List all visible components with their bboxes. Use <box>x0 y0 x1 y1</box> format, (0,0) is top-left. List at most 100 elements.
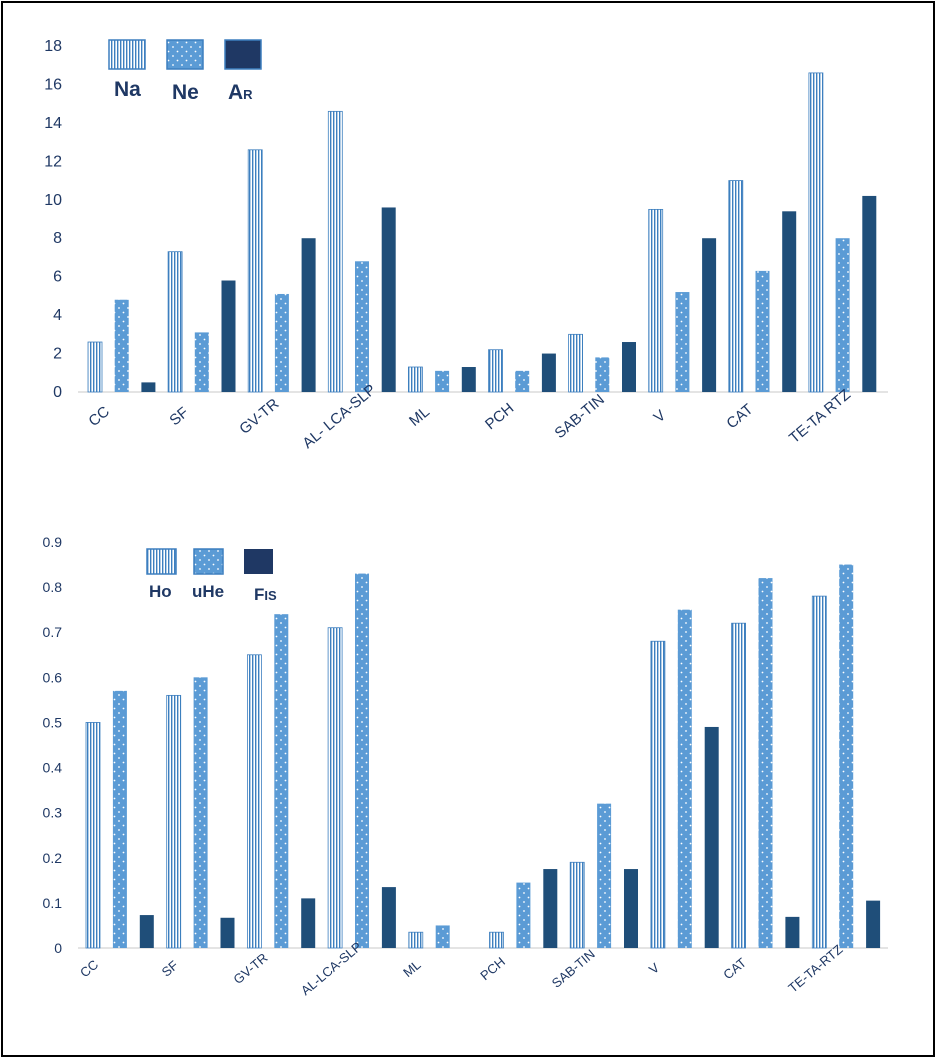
bar-ne-pch <box>515 370 530 392</box>
bars <box>85 564 881 949</box>
y-tick-label: 0.1 <box>43 895 63 911</box>
legend: Ho uHe FIS <box>146 548 277 604</box>
bar-uhe-sab-tin <box>597 803 612 948</box>
x-tick-label-sab-tin: SAB-TIN <box>549 946 598 990</box>
bar-na-sf <box>167 251 183 393</box>
y-tick-label: 0.5 <box>43 714 63 730</box>
legend-label-ar: AR <box>228 81 253 104</box>
legend-label-na: Na <box>114 78 141 101</box>
legend: Na Ne AR <box>108 39 262 104</box>
legend-swatch-fis <box>244 549 273 574</box>
legend-swatch-uhe <box>193 548 224 575</box>
y-tick-label: 0.4 <box>43 760 63 776</box>
bar-fis-al-lca-slp <box>381 887 396 948</box>
bars <box>87 72 877 393</box>
bar-ho-sab-tin <box>569 861 585 949</box>
bar-ho-v <box>650 640 666 949</box>
y-tick-label: 0.2 <box>43 850 63 866</box>
bar-ho-ml <box>408 931 424 949</box>
bar-uhe-ml <box>435 925 450 948</box>
bar-ho-sf <box>166 694 182 949</box>
bar-na-te-ta-rtz <box>808 72 824 393</box>
bar-na-v <box>648 208 664 393</box>
bar-ho-gv-tr <box>246 654 262 949</box>
bar-uhe-pch <box>516 882 531 948</box>
bar-ne-sab-tin <box>595 357 610 392</box>
x-tick-label-te-ta-rtz: TE-TA-RTZ <box>785 942 845 996</box>
bar-na-cc <box>87 341 103 393</box>
x-tick-label-v: V <box>646 960 663 977</box>
bar-na-gv-tr <box>247 149 263 393</box>
y-tick-label: 16 <box>44 76 62 93</box>
bar-uhe-sf <box>193 677 208 948</box>
legend-swatch-ar <box>224 39 262 70</box>
legend-label-ar-sub: R <box>243 87 253 102</box>
x-tick-label-cc: CC <box>77 957 101 981</box>
bar-fis-sab-tin <box>624 869 638 948</box>
legend-swatch-ho <box>146 548 177 575</box>
y-tick-label: 0.9 <box>43 534 63 550</box>
legend-label-ho: Ho <box>149 582 172 601</box>
bar-fis-v <box>704 726 719 948</box>
y-tick-label: 0 <box>53 384 62 401</box>
legend-swatch-ne <box>166 39 204 70</box>
bar-ar-v <box>702 238 717 392</box>
bar-ar-pch <box>541 353 556 392</box>
y-tick-label: 6 <box>53 269 62 286</box>
bar-fis-pch <box>543 869 558 948</box>
bar-ho-pch <box>489 931 504 949</box>
y-tick-label: 12 <box>44 153 62 170</box>
bar-ne-gv-tr <box>274 293 289 392</box>
bar-ar-te-ta-rtz <box>862 195 877 392</box>
bar-na-cat <box>728 180 744 393</box>
x-tick-label-gv-tr: GV-TR <box>230 950 270 987</box>
bar-ho-cat <box>731 622 746 949</box>
y-tick-label: 10 <box>44 192 62 209</box>
bar-ar-sf <box>221 280 236 392</box>
legend-label-uhe: uHe <box>192 582 224 601</box>
legend-swatch-na <box>108 39 146 70</box>
bar-fis-sf <box>220 917 235 948</box>
y-tick-label: 0.8 <box>43 579 63 595</box>
bar-ho-al-lca-slp <box>327 627 343 949</box>
bar-ar-ml <box>461 367 476 392</box>
x-tick-label-cat: CAT <box>720 955 749 983</box>
bar-na-pch <box>488 349 503 393</box>
legend-label-fis: FIS <box>254 585 277 604</box>
y-tick-label: 0.6 <box>43 669 63 685</box>
bar-fis-te-ta-rtz <box>866 900 881 948</box>
bar-ar-al-lca-slp <box>381 207 396 392</box>
legend-label-fis-sub: IS <box>264 588 277 603</box>
bar-ne-cc <box>114 299 129 392</box>
bar-uhe-al-lca-slp <box>355 573 369 948</box>
bar-ho-cc <box>85 722 101 949</box>
bar-uhe-v <box>677 609 692 948</box>
bar-fis-cat <box>785 916 800 948</box>
bar-ar-gv-tr <box>301 238 316 392</box>
bar-uhe-cat <box>758 578 773 948</box>
bar-fis-cc <box>139 915 154 948</box>
y-tick-label: 2 <box>53 346 62 363</box>
bar-ne-sf <box>194 332 209 392</box>
bar-uhe-te-ta-rtz <box>839 564 854 948</box>
ho-uhe-fis-bar-chart: 00.10.20.30.40.50.60.70.80.9 CC SF GV-TR AL… <box>43 534 888 998</box>
x-tick-label-cat: CAT <box>723 401 756 433</box>
x-tick-label-pch: PCH <box>477 954 508 983</box>
x-tick-label-sf: SF <box>159 957 181 979</box>
bar-na-al-lca-slp <box>327 110 343 393</box>
x-tick-label-sab-tin: SAB-TIN <box>552 391 608 442</box>
bar-ar-cat <box>782 211 797 392</box>
bar-na-sab-tin <box>568 333 583 393</box>
x-tick-label-v: V <box>651 407 670 426</box>
y-tick-label: 0.3 <box>43 805 63 821</box>
y-tick-label: 18 <box>44 38 62 55</box>
y-tick-label: 0.7 <box>43 624 63 640</box>
bar-ne-te-ta-rtz <box>835 238 850 392</box>
x-tick-label-ml: ML <box>400 957 423 980</box>
legend-label-ar-main: A <box>228 81 243 104</box>
bar-na-ml <box>407 366 423 393</box>
bar-ne-cat <box>755 270 770 392</box>
